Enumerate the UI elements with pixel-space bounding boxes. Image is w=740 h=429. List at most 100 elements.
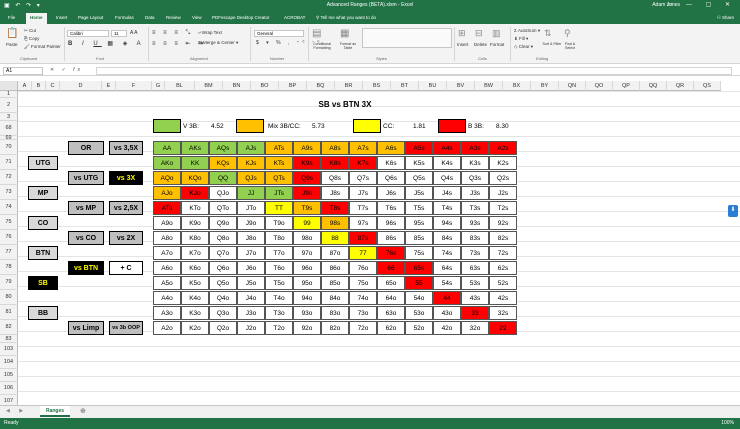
hand-cell[interactable]: T2s — [489, 201, 517, 215]
position-button[interactable]: BB — [28, 306, 58, 320]
tab-data[interactable]: Data — [145, 15, 155, 20]
column-header[interactable]: BY — [531, 81, 559, 91]
hand-cell[interactable]: TT — [265, 201, 293, 215]
sheet-tab-ranges[interactable]: Ranges — [40, 406, 70, 417]
hand-cell[interactable]: 88 — [321, 231, 349, 245]
hand-cell[interactable]: A9s — [293, 141, 321, 155]
hand-cell[interactable]: Q4o — [209, 291, 237, 305]
position-button[interactable]: CO — [28, 216, 58, 230]
position-button[interactable]: MP — [28, 186, 58, 200]
hand-cell[interactable]: 44 — [433, 291, 461, 305]
hand-cell[interactable]: 98o — [293, 231, 321, 245]
hand-cell[interactable]: K9s — [293, 156, 321, 170]
hand-cell[interactable]: J5o — [237, 276, 265, 290]
hand-cell[interactable]: AQs — [209, 141, 237, 155]
row-header[interactable]: 75 — [0, 215, 18, 230]
hand-cell[interactable]: Q9o — [209, 216, 237, 230]
position-button[interactable]: SB — [28, 276, 58, 290]
hand-cell[interactable]: KJs — [237, 156, 265, 170]
hand-cell[interactable]: Q7s — [349, 171, 377, 185]
column-header[interactable]: BR — [335, 81, 363, 91]
hand-cell[interactable]: ATs — [265, 141, 293, 155]
hand-cell[interactable]: Q7o — [209, 246, 237, 260]
row-header[interactable]: 74 — [0, 200, 18, 215]
formula-input[interactable] — [96, 67, 732, 75]
hand-cell[interactable]: AKs — [181, 141, 209, 155]
hand-cell[interactable]: Q8o — [209, 231, 237, 245]
column-header[interactable]: BQ — [307, 81, 335, 91]
hand-cell[interactable]: 77 — [349, 246, 377, 260]
row-header[interactable]: 104 — [0, 356, 18, 369]
insert-cells-icon[interactable]: ⊞ — [458, 28, 466, 38]
row-header[interactable]: 73 — [0, 185, 18, 200]
hand-cell[interactable]: QTo — [209, 201, 237, 215]
hand-cell[interactable]: ATo — [153, 201, 181, 215]
tab-file[interactable]: File — [8, 15, 16, 20]
column-header[interactable]: BW — [475, 81, 503, 91]
hand-cell[interactable]: K7s — [349, 156, 377, 170]
window-controls[interactable]: ▭ — ▢ ✕ — [666, 2, 736, 8]
hand-cell[interactable]: 97s — [349, 216, 377, 230]
row-header[interactable]: 69 — [0, 135, 18, 141]
row-header[interactable]: 76 — [0, 230, 18, 245]
hand-cell[interactable]: QQ — [209, 171, 237, 185]
tab-home[interactable]: Home — [26, 13, 47, 24]
hand-cell[interactable]: KQs — [209, 156, 237, 170]
hand-cell[interactable]: T3o — [265, 306, 293, 320]
hand-cell[interactable]: 32s — [489, 306, 517, 320]
column-header[interactable]: BV — [447, 81, 475, 91]
sizing-button[interactable]: vs 3,5X — [109, 141, 143, 155]
hand-cell[interactable]: T4s — [433, 201, 461, 215]
hand-cell[interactable]: K3s — [461, 156, 489, 170]
delete-cells-button[interactable]: Delete — [474, 42, 488, 47]
hand-cell[interactable]: 76o — [349, 261, 377, 275]
user-name[interactable]: Adam Jones — [652, 2, 680, 8]
hand-cell[interactable]: KK — [181, 156, 209, 170]
hand-cell[interactable]: 42s — [489, 291, 517, 305]
hand-cell[interactable]: 65s — [405, 261, 433, 275]
hand-cell[interactable]: QJs — [237, 171, 265, 185]
column-header[interactable]: BT — [391, 81, 419, 91]
sizing-button[interactable]: vs 3X — [109, 171, 143, 185]
row-header[interactable]: 71 — [0, 155, 18, 170]
hand-cell[interactable]: A7s — [349, 141, 377, 155]
villain-position-button[interactable]: vs CO — [68, 231, 104, 245]
hand-cell[interactable]: 62s — [489, 261, 517, 275]
hand-cell[interactable]: 92s — [489, 216, 517, 230]
hand-cell[interactable]: 43o — [433, 306, 461, 320]
row-header[interactable]: 70 — [0, 140, 18, 155]
hand-cell[interactable]: KTs — [265, 156, 293, 170]
hand-cell[interactable]: 66 — [377, 261, 405, 275]
hand-cell[interactable]: K3o — [181, 306, 209, 320]
hand-cell[interactable]: QJo — [209, 186, 237, 200]
hand-cell[interactable]: Q2s — [489, 171, 517, 185]
position-button[interactable]: BTN — [28, 246, 58, 260]
hand-cell[interactable]: J2s — [489, 186, 517, 200]
hand-cell[interactable]: 95o — [293, 276, 321, 290]
hand-cell[interactable]: 94o — [293, 291, 321, 305]
font-size-select[interactable]: 11 — [111, 30, 127, 37]
hand-cell[interactable]: AJs — [237, 141, 265, 155]
column-header[interactable]: QO — [586, 81, 613, 91]
font-style-buttons[interactable]: B I U ▦ ◈ A — [68, 41, 145, 47]
hand-cell[interactable]: 33 — [461, 306, 489, 320]
zoom-level[interactable]: 100% — [721, 420, 734, 426]
column-header[interactable]: QP — [613, 81, 640, 91]
hand-cell[interactable]: 82s — [489, 231, 517, 245]
hand-cell[interactable]: A6o — [153, 261, 181, 275]
hand-cell[interactable]: KJo — [181, 186, 209, 200]
sheet-nav-arrows[interactable]: ◀ ▶ — [6, 408, 28, 414]
hand-cell[interactable]: J6s — [377, 186, 405, 200]
format-cells-icon[interactable]: ▥ — [492, 28, 501, 38]
row-header[interactable]: 3 — [0, 113, 18, 121]
hand-cell[interactable]: 43s — [461, 291, 489, 305]
hand-cell[interactable]: 65o — [377, 276, 405, 290]
hand-cell[interactable]: 84s — [433, 231, 461, 245]
hand-cell[interactable]: J5s — [405, 186, 433, 200]
hand-cell[interactable]: 42o — [433, 321, 461, 335]
hand-cell[interactable]: 96o — [293, 261, 321, 275]
hand-cell[interactable]: 87o — [321, 246, 349, 260]
hand-cell[interactable]: T9o — [265, 216, 293, 230]
hand-cell[interactable]: T5o — [265, 276, 293, 290]
column-header[interactable]: BO — [251, 81, 279, 91]
